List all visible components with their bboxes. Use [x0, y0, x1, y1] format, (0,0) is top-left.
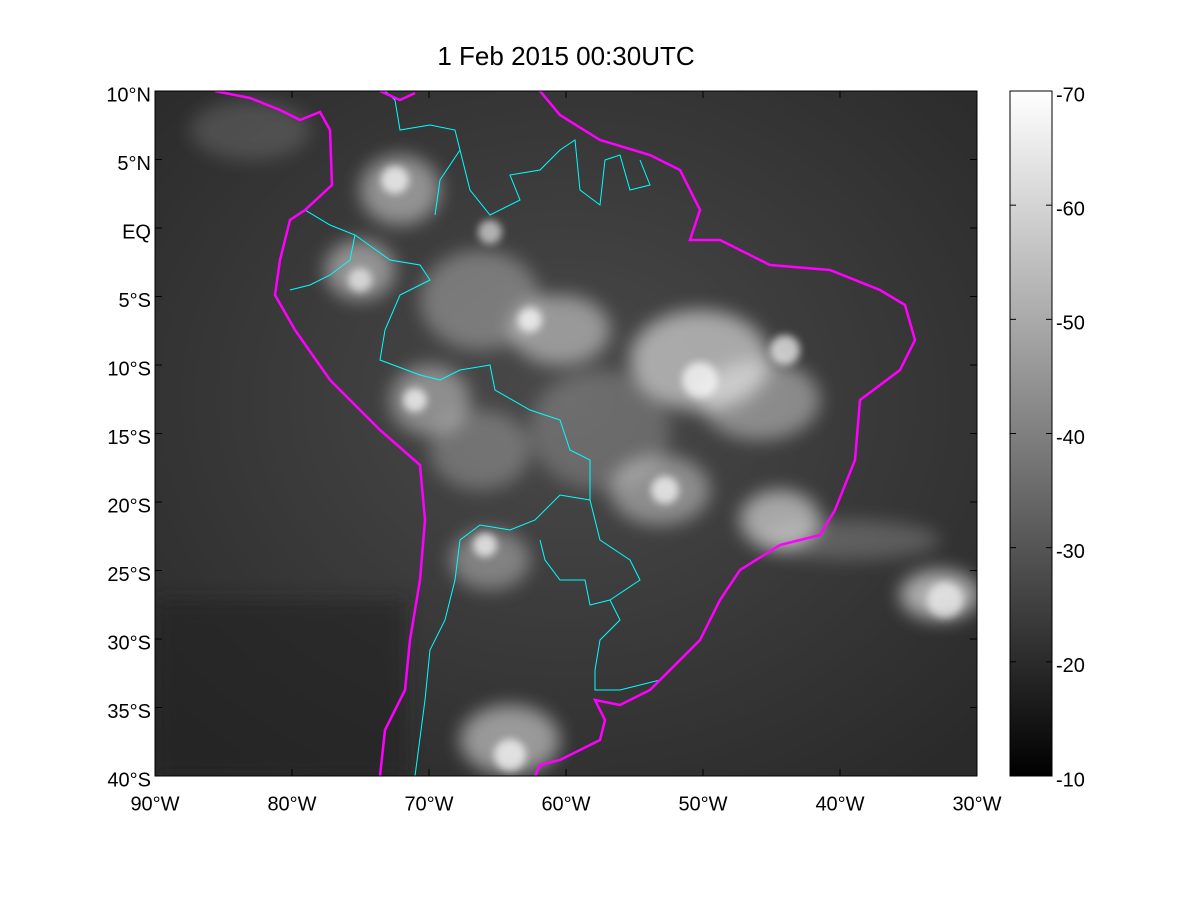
y-tick-label: 35°S	[107, 701, 151, 723]
x-tick-label: 60°W	[541, 793, 590, 815]
x-tick-label: 40°W	[815, 793, 864, 815]
colorbar-tick-label: -50	[1056, 313, 1085, 335]
colorbar	[1009, 90, 1053, 777]
colorbar-tick-label: -60	[1056, 198, 1085, 220]
chart-title: 1 Feb 2015 00:30UTC	[437, 41, 694, 71]
y-tick-label: 5°N	[117, 153, 151, 175]
y-tick-label: 10°S	[107, 358, 151, 380]
y-tick-label: 15°S	[107, 427, 151, 449]
x-tick-label: 50°W	[678, 793, 727, 815]
x-tick-label: 70°W	[404, 793, 453, 815]
colorbar-tick-label: -70	[1056, 84, 1085, 106]
x-tick-label: 80°W	[267, 793, 316, 815]
y-tick-label: 40°S	[107, 769, 151, 791]
colorbar-tick-label: -10	[1056, 769, 1085, 791]
y-tick-label: 30°S	[107, 632, 151, 654]
y-tick-label: 25°S	[107, 564, 151, 586]
x-tick-label: 30°W	[952, 793, 1001, 815]
y-tick-label: 10°N	[106, 84, 151, 106]
y-tick-label: 20°S	[107, 495, 151, 517]
colorbar-tick-label: -20	[1056, 655, 1085, 677]
y-tick-label: 5°S	[119, 290, 151, 312]
colorbar-tick-label: -30	[1056, 541, 1085, 563]
colorbar-tick-label: -40	[1056, 427, 1085, 449]
y-tick-label: EQ	[122, 221, 151, 243]
x-tick-label: 90°W	[130, 793, 179, 815]
satellite-image	[155, 91, 977, 776]
